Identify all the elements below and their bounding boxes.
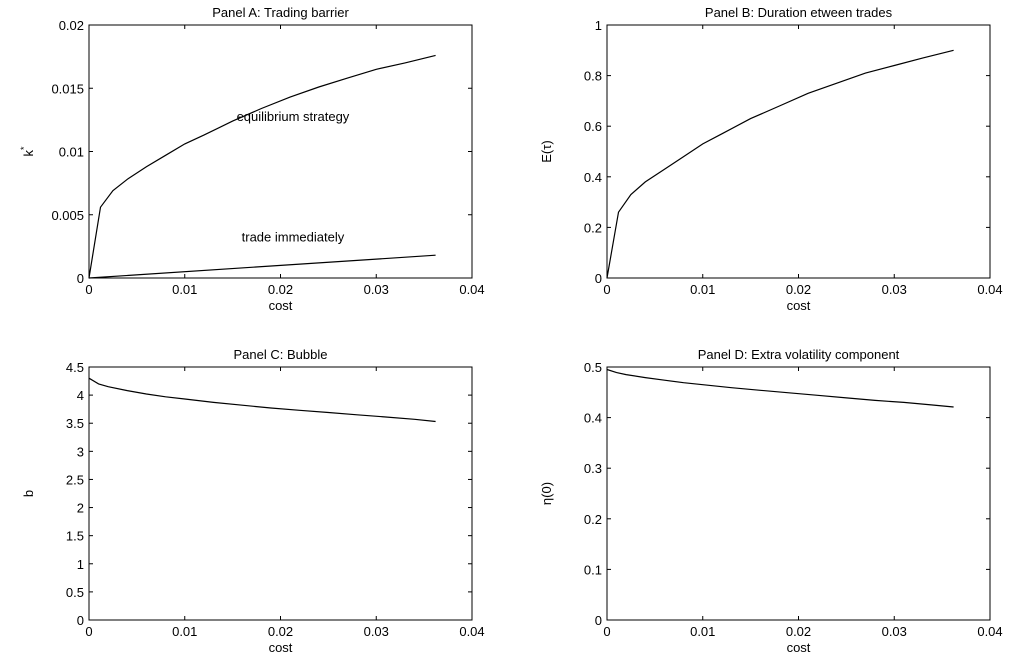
y-axis-label: b bbox=[21, 490, 36, 497]
x-tick-label: 0 bbox=[603, 624, 610, 639]
y-tick-label: 0 bbox=[77, 271, 84, 286]
panel-a: Panel A: Trading barrier 0 0.01 0.02 0.03 0.0… bbox=[19, 5, 485, 313]
annotation: trade immediately bbox=[242, 229, 345, 244]
y-tick-label: 0.5 bbox=[584, 360, 602, 375]
x-tick-label: 0.04 bbox=[977, 282, 1002, 297]
x-tick-label: 0.02 bbox=[268, 282, 293, 297]
y-axis-label: k* bbox=[19, 146, 36, 157]
y-axis-label: η(0) bbox=[539, 482, 554, 505]
x-tick-label: 0.04 bbox=[459, 282, 484, 297]
x-axis-label: cost bbox=[269, 298, 293, 313]
series-line-1 bbox=[88, 54, 436, 279]
chart-title: Panel D: Extra volatility component bbox=[698, 347, 900, 362]
x-tick-label: 0.02 bbox=[786, 624, 811, 639]
plot-frame bbox=[88, 366, 473, 621]
chart-title: Panel C: Bubble bbox=[234, 347, 328, 362]
y-tick-label: 0.01 bbox=[59, 145, 84, 160]
y-tick-label: 0.4 bbox=[584, 411, 602, 426]
y-tick-label: 0 bbox=[77, 613, 84, 628]
y-axis-label: E(τ) bbox=[539, 140, 554, 162]
y-tick-label: 0.8 bbox=[584, 69, 602, 84]
y-tick-label: 0.4 bbox=[584, 170, 602, 185]
y-tick-label: 0.015 bbox=[51, 81, 84, 96]
series-line-1 bbox=[88, 377, 436, 423]
x-tick-label: 0.03 bbox=[882, 624, 907, 639]
x-tick-label: 0.03 bbox=[364, 624, 389, 639]
y-tick-label: 2.5 bbox=[66, 472, 84, 487]
series-line-2 bbox=[88, 254, 436, 279]
y-tick-label: 4 bbox=[77, 388, 84, 403]
y-tick-label: 0.02 bbox=[59, 18, 84, 33]
chart-title: Panel A: Trading barrier bbox=[212, 5, 349, 20]
y-tick-label: 0.2 bbox=[584, 220, 602, 235]
x-tick-label: 0.04 bbox=[459, 624, 484, 639]
x-tick-label: 0.02 bbox=[268, 624, 293, 639]
y-tick-label: 0.6 bbox=[584, 119, 602, 134]
x-axis-label: cost bbox=[787, 298, 811, 313]
x-tick-label: 0 bbox=[85, 282, 92, 297]
x-tick-label: 0 bbox=[603, 282, 610, 297]
x-tick-label: 0.01 bbox=[690, 624, 715, 639]
panel-c: Panel C: Bubble 0 0.01 0.02 0.03 0.04 0 0.5 1 1.5… bbox=[21, 347, 485, 655]
plot-frame bbox=[606, 24, 991, 279]
y-tick-label: 3.5 bbox=[66, 416, 84, 431]
y-tick-label: 0.2 bbox=[584, 512, 602, 527]
series-line-1 bbox=[606, 49, 954, 279]
x-tick-label: 0.01 bbox=[172, 282, 197, 297]
y-tick-label: 0.005 bbox=[51, 208, 84, 223]
y-tick-label: 0.5 bbox=[66, 585, 84, 600]
x-tick-label: 0.04 bbox=[977, 624, 1002, 639]
y-tick-label: 2 bbox=[77, 501, 84, 516]
chart-title: Panel B: Duration etween trades bbox=[705, 5, 893, 20]
x-tick-label: 0.03 bbox=[882, 282, 907, 297]
panel-b: Panel B: Duration etween trades 0 0.01 0.02… bbox=[539, 5, 1003, 313]
x-axis-label: cost bbox=[269, 640, 293, 655]
x-tick-label: 0.01 bbox=[172, 624, 197, 639]
y-tick-label: 0 bbox=[595, 613, 602, 628]
y-tick-label: 0 bbox=[595, 271, 602, 286]
y-axis-label-superscript: * bbox=[19, 146, 29, 150]
panel-d: Panel D: Extra volatility component 0 0.01… bbox=[539, 347, 1003, 655]
annotation: equilibrium strategy bbox=[237, 109, 350, 124]
x-tick-label: 0 bbox=[85, 624, 92, 639]
x-axis-label: cost bbox=[787, 640, 811, 655]
y-tick-label: 1 bbox=[77, 557, 84, 572]
series-line-1 bbox=[606, 368, 954, 408]
y-tick-label: 4.5 bbox=[66, 360, 84, 375]
x-tick-label: 0.02 bbox=[786, 282, 811, 297]
x-tick-label: 0.03 bbox=[364, 282, 389, 297]
y-tick-label: 1.5 bbox=[66, 529, 84, 544]
y-tick-label: 1 bbox=[595, 18, 602, 33]
y-tick-label: 3 bbox=[77, 444, 84, 459]
x-tick-label: 0.01 bbox=[690, 282, 715, 297]
y-tick-label: 0.1 bbox=[584, 562, 602, 577]
y-tick-label: 0.3 bbox=[584, 461, 602, 476]
